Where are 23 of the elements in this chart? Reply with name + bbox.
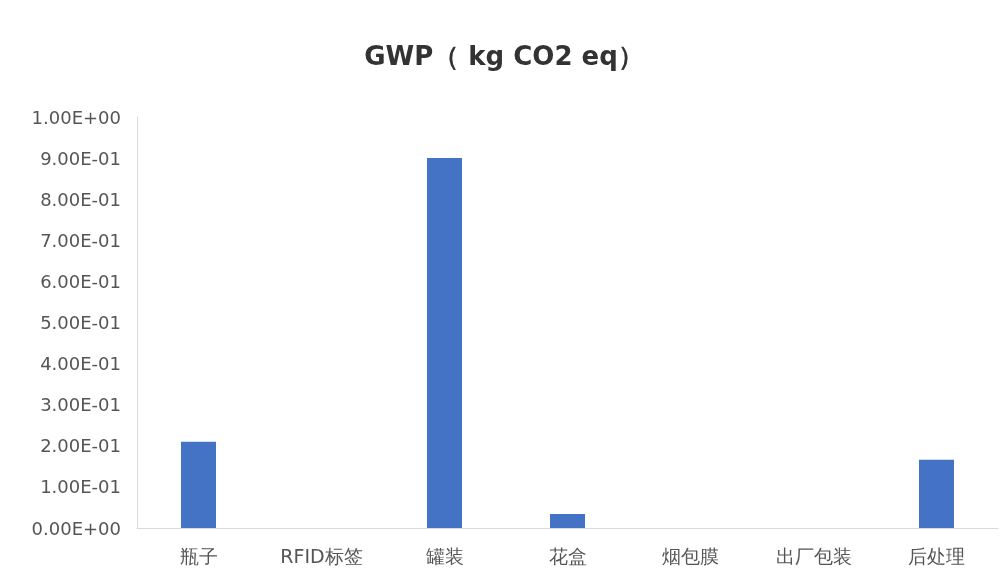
x-tick-label: 瓶子 — [179, 544, 218, 567]
bar — [427, 158, 462, 528]
y-tick-label: 0.00E+00 — [31, 517, 121, 539]
bar — [919, 459, 954, 528]
x-tick-label: 花盒 — [548, 544, 587, 567]
x-tick-label: 罐装 — [425, 544, 464, 567]
y-tick-label: 3.00E-01 — [40, 394, 121, 416]
y-tick-label: 6.00E-01 — [40, 270, 121, 292]
y-tick-label: 4.00E-01 — [40, 353, 121, 375]
y-tick-label: 9.00E-01 — [40, 147, 121, 169]
y-tick-label: 5.00E-01 — [40, 312, 121, 333]
y-tick-label: 8.00E-01 — [40, 188, 121, 210]
bar — [181, 441, 216, 528]
y-tick-label: 2.00E-01 — [40, 435, 121, 457]
x-tick-label: 烟包膜 — [662, 544, 719, 567]
x-tick-label: RFID标签 — [280, 544, 363, 567]
x-tick-label: 后处理 — [908, 544, 965, 567]
y-tick-label: 7.00E-01 — [40, 229, 121, 251]
bar — [550, 514, 585, 528]
chart-title: GWP（ kg CO2 eq） — [364, 41, 644, 71]
x-tick-label: 出厂包装 — [775, 544, 852, 567]
y-tick-label: 1.00E+00 — [31, 106, 121, 128]
y-tick-label: 1.00E-01 — [40, 476, 121, 498]
